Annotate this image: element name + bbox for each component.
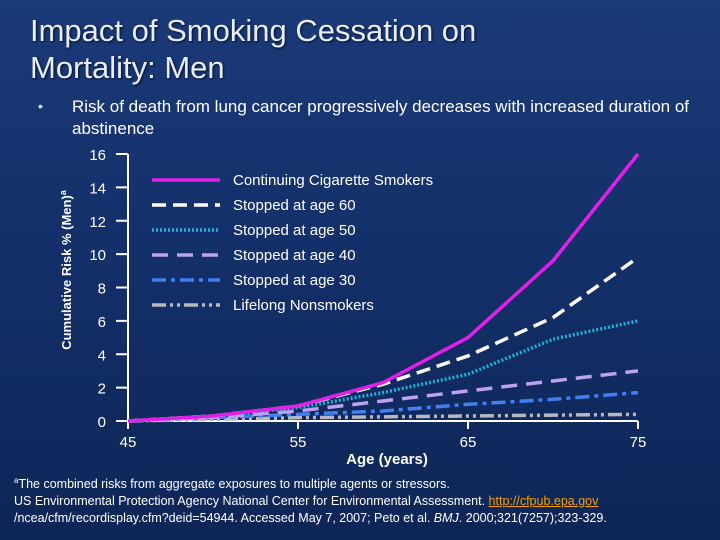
footnote: aThe combined risks from aggregate expos…: [14, 472, 714, 527]
footnote-link[interactable]: http://cfpub.epa.gov: [488, 494, 599, 509]
footnote-line-3: /ncea/cfm/recordisplay.cfm?deid=54944. A…: [14, 510, 714, 527]
y-tick-label: 2: [98, 381, 106, 398]
x-tick-label: 45: [120, 434, 137, 451]
series-line-stopped-at-age-40: [127, 369, 639, 423]
series-line-lifelong-nonsmokers: [127, 412, 639, 423]
footnote-marker: a: [14, 476, 19, 485]
legend-label: Stopped at age 60: [233, 197, 356, 214]
footnote-citation: . 2000;321(7257);323-329.: [458, 511, 607, 526]
legend-label: Stopped at age 40: [233, 247, 356, 264]
slide-title: Impact of Smoking Cessation on Mortality…: [30, 12, 670, 86]
legend-label: Stopped at age 50: [233, 222, 356, 239]
y-tick-label: 6: [98, 314, 106, 331]
y-tick-label: 10: [89, 247, 106, 264]
footnote-line-2: US Environmental Protection Agency Natio…: [14, 493, 714, 510]
y-tick-label: 16: [89, 147, 106, 164]
x-tick-label: 65: [460, 434, 477, 451]
slide-title-line-2: Mortality: Men: [30, 50, 225, 85]
legend-label: Lifelong Nonsmokers: [233, 297, 374, 314]
footnote-source: US Environmental Protection Agency Natio…: [14, 494, 489, 509]
series-line-stopped-at-age-60: [127, 256, 640, 423]
bullet-dot-icon: •: [38, 98, 43, 114]
y-axis-title: Cumulative Risk % (Men)a: [58, 189, 74, 350]
series-line-stopped-at-age-50: [127, 319, 639, 423]
x-tick-label: 55: [290, 434, 307, 451]
legend-label: Continuing Cigarette Smokers: [233, 172, 433, 189]
footnote-journal: BMJ: [433, 511, 459, 526]
slide-title-line-1: Impact of Smoking Cessation on: [30, 13, 477, 48]
bullet-text: Risk of death from lung cancer progressi…: [72, 97, 690, 138]
x-axis-title: Age (years): [346, 451, 428, 468]
y-axis-title-superscript: a: [58, 189, 68, 195]
y-tick-label: 0: [98, 414, 106, 431]
footnote-definition: The combined risks from aggregate exposu…: [18, 477, 450, 492]
x-tick-label: 75: [630, 434, 647, 451]
series-line-continuing-cigarette-smokers: [127, 152, 640, 423]
y-tick-label: 14: [89, 180, 106, 197]
lung-cancer-risk-chart: 0 2 4 6 8 10 12 14 16 45 55 65 75 Age (years) Cumulati…: [58, 147, 647, 468]
legend-label: Stopped at age 30: [233, 272, 356, 289]
y-tick-label: 4: [98, 347, 106, 364]
y-tick-label: 12: [89, 214, 106, 231]
y-tick-label: 8: [98, 281, 106, 298]
footnote-line-1: aThe combined risks from aggregate expos…: [14, 472, 714, 493]
footnote-url-rest: /ncea/cfm/recordisplay.cfm?deid=54944. A…: [14, 511, 434, 526]
